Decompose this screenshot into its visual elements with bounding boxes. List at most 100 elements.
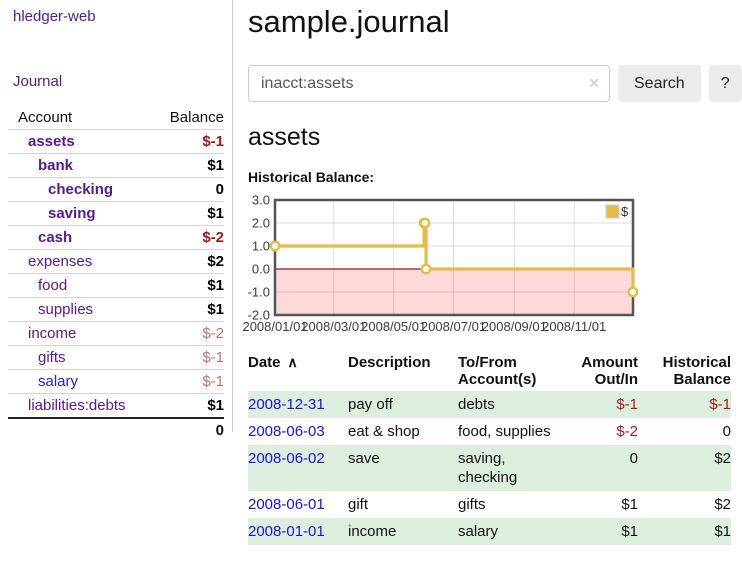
- account-balance: $-1: [202, 349, 224, 366]
- register-table: Date ∧ Description To/From Account(s) Amo…: [248, 352, 731, 545]
- brand: hledger-web: [8, 8, 224, 26]
- sort-asc-icon: ∧: [287, 354, 298, 370]
- sidebar-nav: Journal: [8, 73, 224, 91]
- account-balance: $-2: [202, 325, 224, 342]
- svg-text:$: $: [621, 204, 629, 219]
- sidebar-item-journal[interactable]: Journal: [13, 73, 63, 90]
- sidebar-account-link[interactable]: salary: [38, 373, 79, 390]
- sidebar-account-link[interactable]: food: [38, 277, 68, 294]
- account-balance: $1: [207, 277, 224, 294]
- transaction-accounts: gifts: [458, 496, 486, 513]
- transaction-description: save: [348, 450, 380, 467]
- accounts-header-account: Account: [8, 106, 156, 130]
- sidebar-account-rows: assets $-1 bank $1 checking 0 saving $1 cash $-2 e…: [8, 130, 224, 419]
- sidebar-account-link[interactable]: gifts: [38, 349, 66, 366]
- sidebar-account-link[interactable]: expenses: [28, 253, 93, 270]
- svg-text:2008/09/01: 2008/09/01: [482, 319, 547, 334]
- accounts-total-balance: 0: [155, 417, 224, 442]
- transaction-accounts: saving, checking: [458, 450, 518, 486]
- search-input-wrap: ✕: [248, 65, 610, 102]
- register-header-date[interactable]: Date ∧: [248, 352, 348, 391]
- account-row: checking 0: [8, 177, 224, 202]
- register-header-accounts: To/From Account(s): [458, 354, 537, 388]
- transaction-amount: $1: [621, 496, 638, 513]
- sidebar-account-link[interactable]: assets: [28, 133, 75, 150]
- svg-text:3.0: 3.0: [252, 193, 270, 208]
- transaction-date-link[interactable]: 2008-06-01: [248, 496, 325, 513]
- transaction-date-link[interactable]: 2008-06-03: [248, 423, 325, 440]
- svg-text:2008/03/01: 2008/03/01: [301, 319, 366, 334]
- transaction-description: pay off: [348, 396, 393, 413]
- transaction-row: 2008-06-01 gift gifts $1 $2: [248, 491, 731, 518]
- svg-text:0.0: 0.0: [252, 262, 270, 277]
- clear-search-icon[interactable]: ✕: [588, 74, 600, 91]
- sidebar-account-link[interactable]: income: [28, 325, 77, 342]
- app-title-link[interactable]: hledger-web: [13, 8, 96, 25]
- transaction-balance: $1: [714, 523, 731, 540]
- account-balance: $-1: [202, 133, 224, 150]
- transaction-amount: $1: [621, 523, 638, 540]
- svg-text:2008/11/01: 2008/11/01: [542, 319, 606, 334]
- sidebar-account-link[interactable]: saving: [48, 205, 96, 222]
- svg-text:2008/01/01: 2008/01/01: [242, 319, 307, 334]
- sidebar-accounts-table: Account Balance assets $-1 bank $1 checking 0…: [8, 106, 224, 442]
- transaction-amount: 0: [629, 450, 638, 467]
- balance-chart: $3.0 2.0 1.0 0.0 -1.0 -2.02008/01/012008/03/0…: [242, 193, 639, 334]
- account-row: salary $-1: [8, 369, 224, 394]
- transaction-row: 2008-06-03 eat & shop food, supplies $-2 0: [248, 418, 731, 445]
- transaction-row: 2008-01-01 income salary $1 $1: [248, 518, 731, 545]
- register-header-amount: Amount Out/In: [581, 354, 638, 388]
- account-row: income $-2: [8, 321, 224, 346]
- transaction-description: gift: [348, 496, 369, 513]
- transaction-accounts: food, supplies: [458, 423, 551, 440]
- svg-text:2.0: 2.0: [252, 216, 270, 231]
- account-row: liabilities:debts $1: [8, 393, 224, 419]
- transaction-date-link[interactable]: 2008-12-31: [248, 396, 325, 413]
- sidebar-account-link[interactable]: cash: [38, 229, 73, 246]
- transaction-balance: $2: [714, 450, 731, 467]
- search-form: ✕ Search ?: [248, 65, 742, 102]
- account-row: assets $-1: [8, 130, 224, 154]
- transaction-amount: $-2: [616, 423, 638, 440]
- account-row: food $1: [8, 273, 224, 298]
- transaction-description: eat & shop: [348, 423, 420, 440]
- page-title: sample.journal: [248, 4, 450, 39]
- svg-text:2008/07/01: 2008/07/01: [421, 319, 486, 334]
- transaction-accounts: salary: [458, 523, 499, 540]
- account-balance: 0: [215, 181, 224, 198]
- transaction-accounts: debts: [458, 396, 495, 413]
- svg-text:1.0: 1.0: [252, 239, 270, 254]
- sidebar-account-link[interactable]: checking: [48, 181, 114, 198]
- account-heading: assets: [248, 123, 321, 151]
- search-input[interactable]: [248, 65, 610, 102]
- search-button[interactable]: Search: [618, 65, 701, 102]
- transaction-description: income: [348, 523, 397, 540]
- register-header-balance: Historical Balance: [662, 354, 731, 388]
- transaction-row: 2008-06-02 save saving, checking 0 $2: [248, 445, 731, 491]
- account-row: gifts $-1: [8, 345, 224, 370]
- main-content: sample.journal ✕ Search ? assets Histori…: [233, 0, 742, 582]
- register-header-description: Description: [348, 354, 431, 371]
- chart-title: Historical Balance:: [248, 169, 375, 185]
- transaction-date-link[interactable]: 2008-01-01: [248, 523, 325, 540]
- accounts-header-row: Account Balance: [8, 106, 224, 130]
- account-balance: $-2: [202, 229, 224, 246]
- account-row: saving $1: [8, 201, 224, 226]
- account-row: bank $1: [8, 153, 224, 178]
- register-rows: 2008-12-31 pay off debts $-1 $-1 2008-06-03 ea…: [248, 391, 731, 545]
- sidebar-account-link[interactable]: liabilities:debts: [28, 397, 126, 414]
- account-balance: $-1: [202, 373, 224, 390]
- transaction-balance: 0: [722, 423, 731, 440]
- transaction-row: 2008-12-31 pay off debts $-1 $-1: [248, 391, 731, 418]
- account-row: cash $-2: [8, 225, 224, 250]
- sidebar-account-link[interactable]: supplies: [38, 301, 94, 318]
- sidebar-account-link[interactable]: bank: [38, 157, 74, 174]
- svg-text:-2.0: -2.0: [248, 308, 270, 323]
- register-header-date-label: Date: [248, 354, 281, 371]
- svg-text:2008/05/01: 2008/05/01: [361, 319, 426, 334]
- transaction-balance: $-1: [709, 396, 731, 413]
- help-button[interactable]: ?: [708, 65, 742, 102]
- transaction-date-link[interactable]: 2008-06-02: [248, 450, 325, 467]
- transaction-balance: $2: [714, 496, 731, 513]
